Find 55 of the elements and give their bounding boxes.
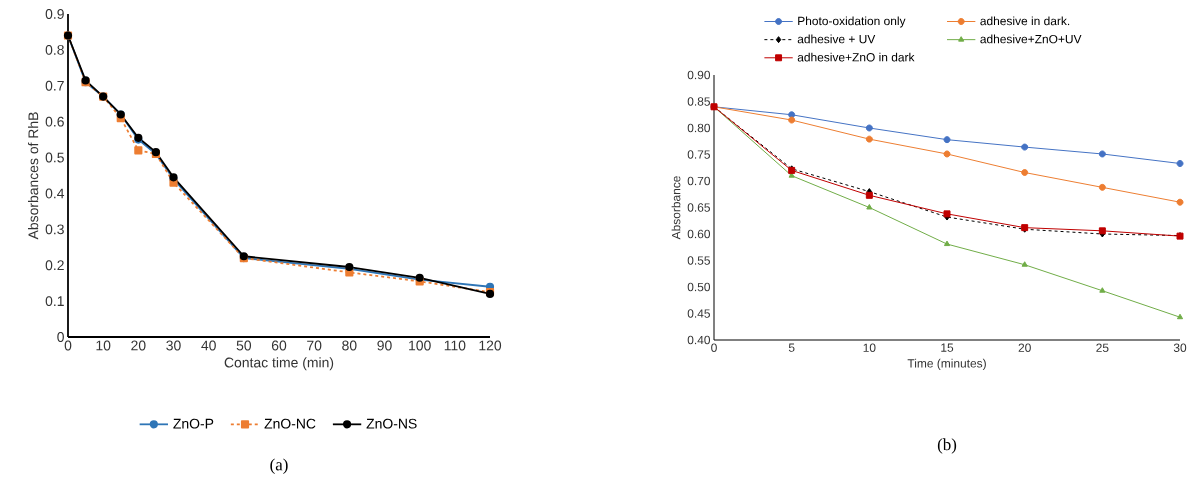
y-tick-label: 0.5 xyxy=(45,152,64,163)
y-tick-label: 0.4 xyxy=(45,188,65,199)
x-tick-label: 0 xyxy=(64,340,72,351)
text: (a) xyxy=(270,458,288,474)
y-tick-label: 0.8 xyxy=(45,44,64,55)
y-tick-label: 0.90 xyxy=(687,70,711,80)
x-tick-label: 90 xyxy=(377,340,392,351)
y-tick-label: 0.75 xyxy=(687,150,710,159)
y-axis-title: Absorbances of RhB xyxy=(28,112,39,240)
x-tick-label: 10 xyxy=(863,343,876,352)
x-tick-label: 30 xyxy=(166,340,181,351)
y-tick-label: 0.60 xyxy=(687,229,711,239)
y-tick-label: 0.9 xyxy=(45,9,64,19)
y-tick-label: 0.40 xyxy=(687,335,711,345)
x-tick-label: 15 xyxy=(941,343,954,352)
y-tick-label: 0.1 xyxy=(45,296,64,307)
y-tick-label: 0.85 xyxy=(687,97,710,106)
x-tick-label: 25 xyxy=(1096,343,1109,352)
x-tick-label: 20 xyxy=(131,340,146,351)
legend-label: ZnO-P xyxy=(173,418,214,429)
y-tick-label: 0.65 xyxy=(687,203,710,212)
legend-label: ZnO-NC xyxy=(264,418,316,429)
y-tick-label: 0.2 xyxy=(45,260,64,271)
y-tick-label: 0.70 xyxy=(687,176,711,186)
x-tick-label: 20 xyxy=(1018,343,1031,352)
y-tick-label: 0.7 xyxy=(45,80,64,91)
x-tick-label: 100 xyxy=(409,340,431,351)
x-tick-label: 80 xyxy=(342,340,357,351)
x-tick-label: 10 xyxy=(96,340,111,351)
x-tick-label: 70 xyxy=(307,340,322,351)
x-axis-title: Time (minutes) xyxy=(907,358,986,370)
x-tick-label: 50 xyxy=(236,340,252,351)
x-tick-label: 5 xyxy=(788,343,795,352)
x-tick-label: 110 xyxy=(444,340,466,351)
legend-label: adhesive+ZnO in dark xyxy=(797,52,915,62)
y-tick-label: 0.50 xyxy=(687,282,711,292)
x-tick-label: 120 xyxy=(479,340,502,351)
y-tick-label: 0.80 xyxy=(687,123,711,133)
legend-label: adhesive+ZnO+UV xyxy=(980,34,1082,44)
y-tick-label: 0.55 xyxy=(687,256,710,265)
y-tick-label: 0 xyxy=(57,332,64,342)
x-axis-title: Contac time (min) xyxy=(224,357,334,371)
y-tick-label: 0.6 xyxy=(45,116,64,127)
x-tick-label: 60 xyxy=(271,340,287,351)
x-tick-label: 40 xyxy=(201,340,216,351)
x-tick-label: 0 xyxy=(711,343,717,352)
legend-label: adhesive in dark. xyxy=(980,16,1070,26)
y-tick-label: 0.45 xyxy=(687,309,710,318)
text: (b) xyxy=(937,438,957,454)
y-tick-label: 0.3 xyxy=(45,224,64,235)
legend-label: ZnO-NS xyxy=(366,418,417,429)
legend-label: Photo-oxidation only xyxy=(798,16,906,28)
x-tick-label: 30 xyxy=(1173,343,1187,352)
legend-label: adhesive + UV xyxy=(797,34,876,44)
y-axis-title: Absorbance xyxy=(671,176,681,240)
